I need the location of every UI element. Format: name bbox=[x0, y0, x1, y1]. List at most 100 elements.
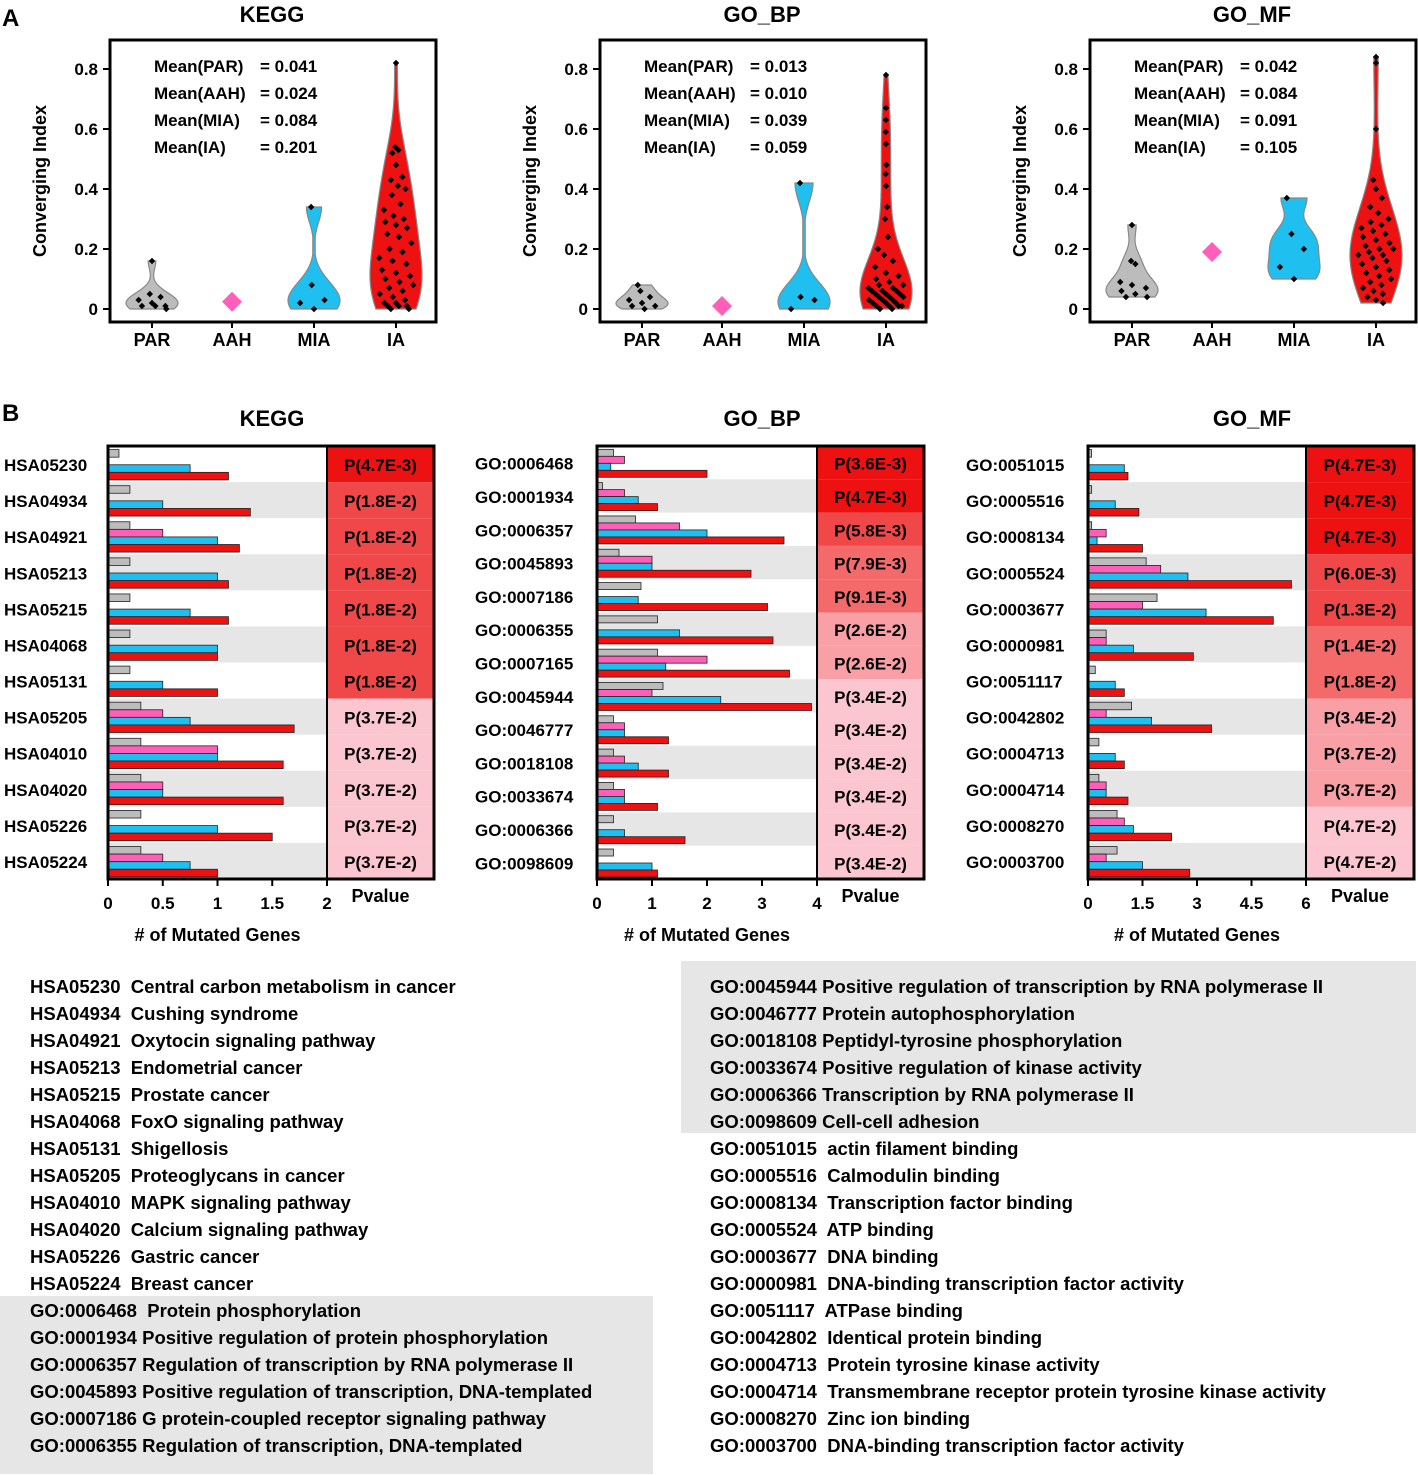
bar-mia bbox=[1087, 861, 1143, 870]
bar-par bbox=[596, 815, 614, 824]
violin-point bbox=[811, 296, 818, 304]
violin-point bbox=[387, 176, 395, 184]
bar-mia bbox=[596, 562, 653, 571]
bar-ia bbox=[596, 469, 708, 478]
pvalue-text: P(3.7E-2) bbox=[1324, 745, 1397, 764]
pvalue-cell bbox=[1306, 554, 1414, 591]
violin-point bbox=[1132, 290, 1139, 298]
violin-point bbox=[1276, 263, 1284, 271]
bar-par bbox=[1087, 773, 1100, 783]
violin-chart-go_mf: GO_MF Converging Index 0 0.2 0.4 0.6 0.8 PAR AAH… bbox=[1010, 2, 1418, 350]
bar-aah bbox=[107, 853, 164, 863]
bar-ia bbox=[596, 503, 658, 512]
violin-point bbox=[1364, 293, 1371, 301]
bar-ia bbox=[596, 736, 669, 745]
bar-mia bbox=[107, 500, 164, 509]
chart-title: GO_MF bbox=[1213, 406, 1291, 431]
violin-point bbox=[402, 185, 409, 193]
pvalue-cell bbox=[327, 662, 434, 699]
mean-label: Mean(AAH) bbox=[644, 84, 736, 103]
violin-point bbox=[1128, 281, 1136, 289]
x-tick-label: IA bbox=[877, 330, 895, 350]
violin-point bbox=[376, 290, 384, 298]
legend-entry: GO:0042802 Identical protein binding bbox=[710, 1327, 1043, 1348]
pvalue-text: P(1.3E-2) bbox=[1324, 600, 1397, 619]
pvalue-text: P(7.9E-3) bbox=[834, 555, 907, 574]
legend-left-shade bbox=[0, 1296, 653, 1474]
violin-point bbox=[405, 305, 413, 313]
legend-entry: HSA04010 MAPK signaling pathway bbox=[30, 1192, 351, 1213]
bar-par bbox=[107, 773, 142, 783]
violin-point bbox=[637, 287, 644, 295]
bar-aah bbox=[1087, 528, 1107, 538]
y-axis-label: Converging Index bbox=[520, 105, 540, 257]
pvalue-cell bbox=[817, 712, 924, 746]
violin-point bbox=[399, 248, 406, 256]
legend-entry: GO:0006366 Transcription by RNA polymera… bbox=[710, 1084, 1134, 1105]
violin-point bbox=[408, 239, 415, 247]
bar-aah bbox=[107, 709, 164, 718]
row-label: GO:0098609 bbox=[475, 854, 573, 873]
pvalue-cell bbox=[1306, 806, 1414, 843]
bar-mia bbox=[1087, 716, 1152, 726]
bar-par bbox=[596, 448, 614, 457]
legend-entry: HSA04020 Calcium signaling pathway bbox=[30, 1219, 369, 1240]
violin-point bbox=[641, 305, 648, 313]
violin-point bbox=[296, 299, 304, 307]
legend-entry: GO:0018108 Peptidyl-tyrosine phosphoryla… bbox=[710, 1030, 1123, 1051]
pvalue-text: P(3.4E-2) bbox=[834, 721, 907, 740]
bar-mia bbox=[107, 536, 218, 545]
legend-entry: GO:0006355 Regulation of transcription, … bbox=[30, 1435, 523, 1456]
bar-chart-kegg: KEGG P(4.7E-3) HSA05230 P(1.8E-2) HSA04934 P(… bbox=[4, 406, 436, 945]
y-tick-label: 0 bbox=[89, 300, 98, 319]
violin-point bbox=[1387, 275, 1395, 283]
violin-point bbox=[1128, 221, 1136, 229]
bar-ia bbox=[107, 688, 218, 697]
row-label: GO:0003700 bbox=[966, 853, 1064, 872]
x-tick-label: AAH bbox=[1193, 330, 1232, 350]
bar-ia bbox=[1087, 688, 1125, 697]
violin-point bbox=[879, 296, 886, 304]
violin-point bbox=[395, 302, 402, 310]
bar-ia bbox=[107, 652, 218, 661]
violin-point bbox=[874, 245, 882, 253]
violin-mia bbox=[287, 206, 341, 310]
pvalue-cell bbox=[817, 479, 924, 513]
violin-point bbox=[1290, 275, 1298, 283]
mean-label: Mean(PAR) bbox=[644, 57, 733, 76]
violin-point bbox=[401, 296, 409, 304]
bar-ia bbox=[596, 636, 774, 645]
pvalue-cell bbox=[1306, 518, 1414, 555]
mean-label: Mean(AAH) bbox=[1134, 84, 1226, 103]
pvalue-cell bbox=[327, 482, 434, 519]
bar-mia bbox=[107, 608, 191, 618]
pvalue-text: P(4.7E-3) bbox=[1324, 456, 1397, 475]
row-label: GO:0051117 bbox=[966, 673, 1062, 692]
row-label: HSA04068 bbox=[4, 636, 87, 655]
violin-point bbox=[1379, 299, 1387, 307]
bar-mia bbox=[596, 662, 667, 671]
violin-point bbox=[889, 284, 897, 292]
violin-point bbox=[646, 293, 654, 301]
violin-point bbox=[1390, 245, 1397, 253]
legend-entry: HSA05205 Proteoglycans in cancer bbox=[30, 1165, 345, 1186]
legend-entry: GO:0006357 Regulation of transcription b… bbox=[30, 1354, 574, 1375]
bar-par bbox=[596, 582, 642, 590]
row-label: GO:0051015 bbox=[966, 456, 1064, 475]
y-tick-label: 0.8 bbox=[74, 60, 98, 79]
bar-ia bbox=[107, 544, 240, 553]
bar-mia bbox=[596, 795, 625, 804]
bar-par bbox=[107, 557, 131, 566]
violin-point bbox=[395, 233, 403, 241]
pvalue-text: P(1.8E-2) bbox=[1324, 673, 1397, 692]
row-label: HSA05226 bbox=[4, 817, 87, 836]
violin-point bbox=[1367, 218, 1374, 226]
bar-mia bbox=[107, 789, 164, 798]
bar-ia bbox=[107, 724, 295, 733]
x-tick-label: 1 bbox=[213, 894, 222, 913]
legend-entry: HSA05131 Shigellosis bbox=[30, 1138, 229, 1159]
y-tick-label: 0.6 bbox=[564, 120, 588, 139]
pvalue-text: P(4.7E-3) bbox=[344, 456, 417, 475]
pvalue-cell bbox=[817, 645, 924, 680]
bar-mia bbox=[596, 462, 612, 471]
